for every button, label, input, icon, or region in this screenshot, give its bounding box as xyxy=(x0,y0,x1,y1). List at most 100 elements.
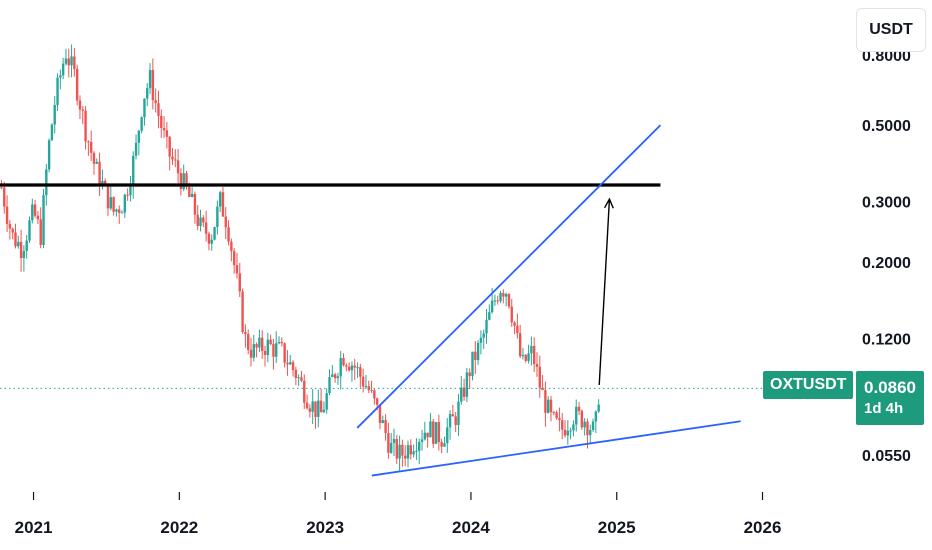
candle-body xyxy=(176,160,180,174)
candle-body xyxy=(577,406,581,411)
lower-trendline[interactable] xyxy=(371,420,741,477)
candle-body xyxy=(78,100,82,110)
candle-body xyxy=(521,354,525,357)
candle-body xyxy=(336,376,340,379)
candle-body xyxy=(238,273,241,292)
candle-body xyxy=(437,422,441,443)
candle-body xyxy=(401,444,404,456)
candle-body xyxy=(291,362,295,370)
candle-body xyxy=(339,357,342,377)
candle-body xyxy=(364,386,368,388)
candle-body xyxy=(36,215,40,220)
candle-body xyxy=(488,312,491,320)
symbol-text: OXTUSDT xyxy=(770,376,847,393)
y-tick-label: 0.2000 xyxy=(862,255,911,272)
candle-body xyxy=(92,152,96,164)
currency-button[interactable]: USDT xyxy=(856,8,926,52)
candle-body xyxy=(305,402,309,409)
symbol-label: OXTUSDT xyxy=(763,371,854,399)
candle-body xyxy=(460,387,463,402)
candle-body xyxy=(404,455,407,459)
candle-body xyxy=(370,390,373,392)
candle-body xyxy=(392,439,396,443)
candle-body xyxy=(378,404,382,424)
x-tick-label: 2025 xyxy=(598,518,636,537)
candle-body xyxy=(275,343,278,357)
candle-body xyxy=(426,432,429,438)
candle-body xyxy=(561,420,564,430)
candle-body xyxy=(235,265,239,274)
candle-body xyxy=(249,349,253,358)
candle-body xyxy=(227,227,230,242)
candle-body xyxy=(504,294,508,297)
candle-body xyxy=(446,427,449,444)
candle-body xyxy=(255,344,258,348)
candle-body xyxy=(56,77,59,105)
x-tick-label: 2024 xyxy=(452,518,490,537)
upper-trendline[interactable] xyxy=(356,124,662,429)
candle-body xyxy=(457,401,460,426)
candle-body xyxy=(454,416,457,426)
candle-body xyxy=(137,130,141,143)
candle-body xyxy=(42,195,45,245)
candle-body xyxy=(549,399,553,413)
candle-body xyxy=(132,155,135,186)
x-tick-label: 2026 xyxy=(744,518,782,537)
candle-body xyxy=(190,193,194,197)
countdown-text: 1d 4h xyxy=(864,400,904,417)
candle-body xyxy=(583,421,586,428)
y-tick-label: 0.8000 xyxy=(862,48,911,65)
candle-body xyxy=(541,387,544,391)
candle-body xyxy=(319,400,323,413)
annotations xyxy=(0,124,850,477)
x-tick-label: 2022 xyxy=(160,518,198,537)
candle-body xyxy=(347,366,351,371)
candle-body xyxy=(373,390,376,399)
currency-label: USDT xyxy=(869,21,913,38)
candle-body xyxy=(572,424,575,431)
candle-body xyxy=(420,439,424,442)
candle-body xyxy=(28,220,31,241)
candle-body xyxy=(589,429,592,436)
candle-body xyxy=(179,173,183,190)
candle-body xyxy=(213,227,216,240)
candle-body xyxy=(232,251,236,266)
candle-body xyxy=(507,294,511,307)
candle-body xyxy=(202,217,205,223)
candle-body xyxy=(471,351,474,377)
candle-body xyxy=(331,374,334,378)
candle-body xyxy=(367,386,370,391)
candle-body xyxy=(224,216,227,228)
candle-body xyxy=(81,109,84,111)
candle-body xyxy=(39,219,42,245)
candle-body xyxy=(412,451,415,455)
candle-body xyxy=(499,293,502,302)
y-tick-label: 0.5000 xyxy=(862,118,911,135)
candle-body xyxy=(333,374,337,379)
candle-body xyxy=(289,362,292,365)
candle-body xyxy=(311,401,314,412)
candle-body xyxy=(22,251,26,259)
candle-body xyxy=(418,441,421,451)
candle-body xyxy=(199,217,202,227)
candle-body xyxy=(297,377,300,379)
y-tick-label: 0.3000 xyxy=(862,195,911,212)
candle-body xyxy=(204,222,208,234)
candle-body xyxy=(59,75,62,78)
candle-body xyxy=(47,140,51,170)
candle-body xyxy=(162,127,166,131)
candle-body xyxy=(591,421,595,430)
candle-body xyxy=(586,421,589,436)
candle-body xyxy=(440,442,443,447)
candle-body xyxy=(33,204,37,216)
candle-body xyxy=(160,115,163,128)
candle-body xyxy=(171,156,174,160)
candle-body xyxy=(423,432,427,440)
last-price-label: 0.0860 1d 4h xyxy=(856,371,924,425)
candle-body xyxy=(389,442,393,453)
candle-body xyxy=(154,100,157,104)
candle-body xyxy=(280,342,284,344)
target-arrow-line[interactable] xyxy=(598,199,611,385)
